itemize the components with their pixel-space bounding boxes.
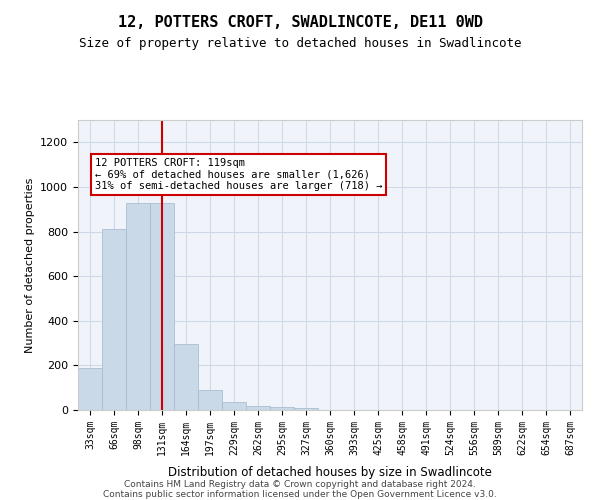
Text: 12, POTTERS CROFT, SWADLINCOTE, DE11 0WD: 12, POTTERS CROFT, SWADLINCOTE, DE11 0WD bbox=[118, 15, 482, 30]
Bar bbox=[150, 202, 174, 410]
Bar bbox=[198, 390, 222, 410]
Bar bbox=[246, 406, 270, 410]
Bar bbox=[126, 202, 150, 410]
Bar bbox=[174, 344, 198, 410]
Text: Contains HM Land Registry data © Crown copyright and database right 2024.: Contains HM Land Registry data © Crown c… bbox=[124, 480, 476, 489]
Bar bbox=[270, 406, 294, 410]
X-axis label: Distribution of detached houses by size in Swadlincote: Distribution of detached houses by size … bbox=[168, 466, 492, 479]
Text: Contains public sector information licensed under the Open Government Licence v3: Contains public sector information licen… bbox=[103, 490, 497, 499]
Bar bbox=[222, 402, 246, 410]
Y-axis label: Number of detached properties: Number of detached properties bbox=[25, 178, 35, 352]
Bar bbox=[294, 408, 318, 410]
Text: 12 POTTERS CROFT: 119sqm
← 69% of detached houses are smaller (1,626)
31% of sem: 12 POTTERS CROFT: 119sqm ← 69% of detach… bbox=[95, 158, 382, 191]
Text: Size of property relative to detached houses in Swadlincote: Size of property relative to detached ho… bbox=[79, 38, 521, 51]
Bar bbox=[78, 368, 102, 410]
Bar bbox=[102, 230, 126, 410]
